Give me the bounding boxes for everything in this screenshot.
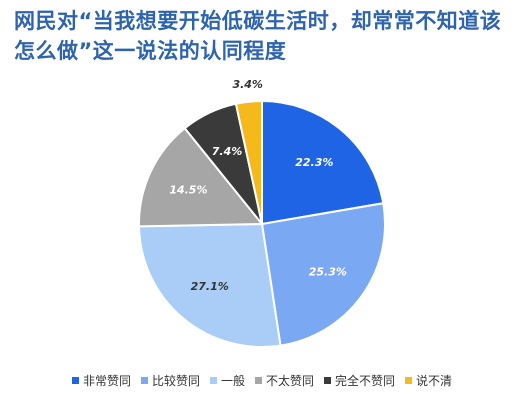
legend-item-5: 说不清 xyxy=(405,372,452,389)
legend-item-2: 一般 xyxy=(209,372,245,389)
chart-legend: 非常赞同 比较赞同 一般 不太赞同 完全不赞同 说不清 xyxy=(0,372,524,389)
legend-item-3: 不太赞同 xyxy=(255,372,314,389)
pie-slice-label-1: 25.3% xyxy=(309,266,347,279)
legend-swatch xyxy=(71,377,79,384)
legend-item-1: 比较赞同 xyxy=(140,372,200,389)
legend-swatch xyxy=(209,377,217,384)
pie-slice-3 xyxy=(138,126,265,228)
legend-label: 比较赞同 xyxy=(151,374,200,388)
legend-swatch xyxy=(405,377,413,384)
chart-title: 网民对“当我想要开始低碳生活时，却常常不知道该怎么做”这一说法的认同程度 xyxy=(14,9,502,63)
legend-label: 说不清 xyxy=(416,374,453,388)
legend-item-0: 非常赞同 xyxy=(71,372,131,389)
legend-swatch xyxy=(255,377,262,384)
pie-slice-label-3: 14.5% xyxy=(169,184,207,197)
legend-label: 不太赞同 xyxy=(266,374,315,388)
legend-swatch xyxy=(140,377,148,384)
pie-slice-5 xyxy=(234,99,263,225)
legend-label: 非常赞同 xyxy=(82,374,131,388)
legend-swatch xyxy=(324,377,332,384)
pie-slice-label-2: 27.1% xyxy=(191,280,229,293)
pie-slice-2 xyxy=(138,222,282,348)
legend-label: 一般 xyxy=(220,374,245,388)
legend-label: 完全不赞同 xyxy=(335,374,396,388)
pie-slice-label-5: 3.4% xyxy=(232,78,263,91)
pie-slice-0 xyxy=(261,99,385,226)
pie-slice-label-4: 7.4% xyxy=(212,145,243,158)
pie-slice-1 xyxy=(260,202,386,347)
pie-slice-label-0: 22.3% xyxy=(295,156,333,169)
legend-item-4: 完全不赞同 xyxy=(324,372,395,389)
